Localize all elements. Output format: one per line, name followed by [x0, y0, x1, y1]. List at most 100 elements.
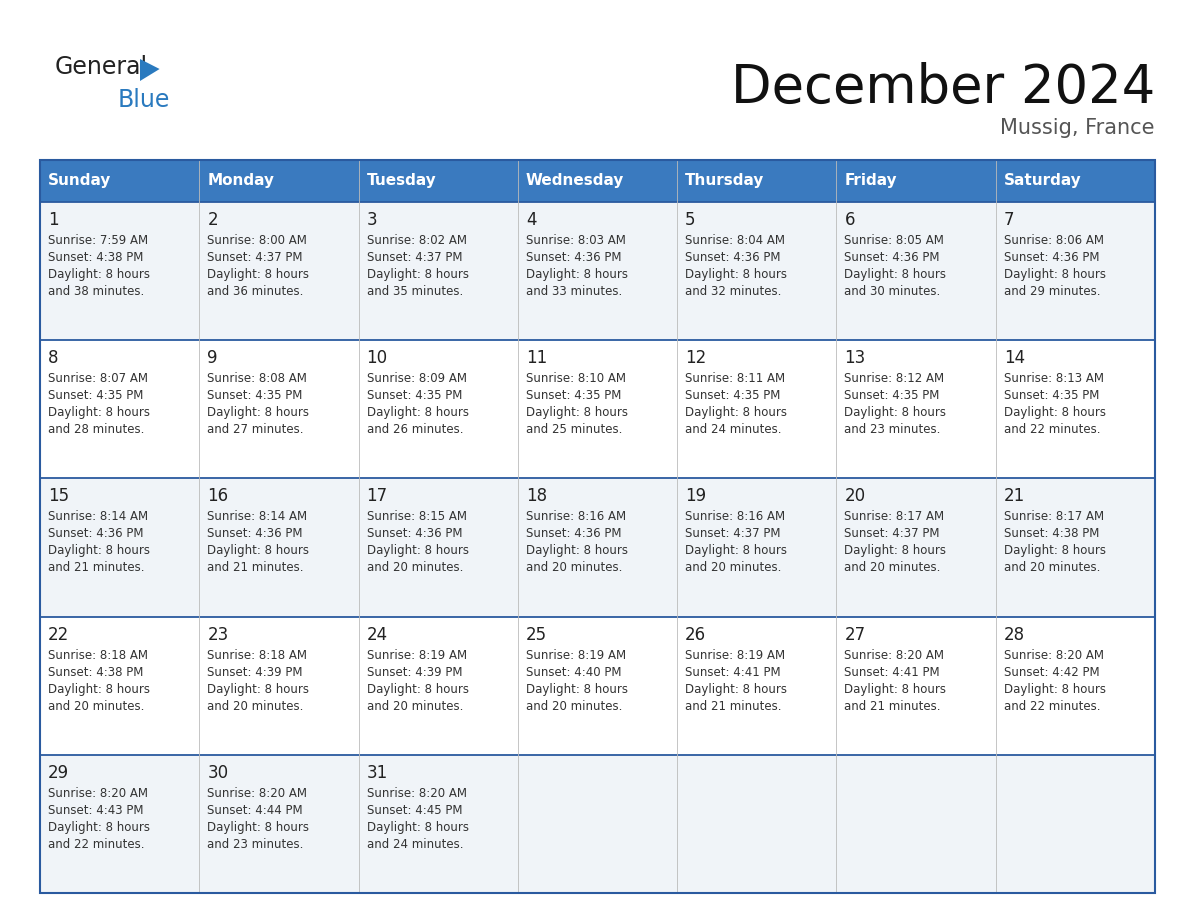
Text: and 33 minutes.: and 33 minutes.	[526, 285, 623, 298]
Text: Sunrise: 8:16 AM: Sunrise: 8:16 AM	[685, 510, 785, 523]
Text: and 20 minutes.: and 20 minutes.	[526, 562, 623, 575]
Bar	[40, 160, 1155, 893]
Text: Sunrise: 8:06 AM: Sunrise: 8:06 AM	[1004, 234, 1104, 247]
Text: Sunset: 4:35 PM: Sunset: 4:35 PM	[48, 389, 144, 402]
Text: Sunset: 4:35 PM: Sunset: 4:35 PM	[526, 389, 621, 402]
Text: Tuesday: Tuesday	[367, 174, 436, 188]
Text: Daylight: 8 hours: Daylight: 8 hours	[526, 268, 627, 281]
Text: Sunrise: 8:20 AM: Sunrise: 8:20 AM	[48, 787, 148, 800]
Text: Daylight: 8 hours: Daylight: 8 hours	[48, 268, 150, 281]
Text: and 22 minutes.: and 22 minutes.	[1004, 423, 1100, 436]
Text: Sunrise: 8:20 AM: Sunrise: 8:20 AM	[367, 787, 467, 800]
Text: 19: 19	[685, 487, 707, 506]
Text: 22: 22	[48, 625, 69, 644]
Text: Sunset: 4:38 PM: Sunset: 4:38 PM	[1004, 528, 1099, 541]
Text: Sunset: 4:36 PM: Sunset: 4:36 PM	[1004, 251, 1099, 264]
Text: and 20 minutes.: and 20 minutes.	[367, 700, 463, 712]
Text: and 20 minutes.: and 20 minutes.	[845, 562, 941, 575]
Polygon shape	[140, 59, 159, 81]
Text: 21: 21	[1004, 487, 1025, 506]
Text: 2: 2	[207, 211, 217, 229]
Text: Sunrise: 8:15 AM: Sunrise: 8:15 AM	[367, 510, 467, 523]
Text: and 20 minutes.: and 20 minutes.	[367, 562, 463, 575]
Text: Daylight: 8 hours: Daylight: 8 hours	[526, 544, 627, 557]
Text: Sunset: 4:37 PM: Sunset: 4:37 PM	[207, 251, 303, 264]
Text: Daylight: 8 hours: Daylight: 8 hours	[367, 821, 468, 834]
Text: Daylight: 8 hours: Daylight: 8 hours	[48, 683, 150, 696]
Text: Sunrise: 8:18 AM: Sunrise: 8:18 AM	[48, 649, 148, 662]
Bar	[836, 160, 996, 202]
Text: and 20 minutes.: and 20 minutes.	[526, 700, 623, 712]
Text: Daylight: 8 hours: Daylight: 8 hours	[526, 683, 627, 696]
Text: and 22 minutes.: and 22 minutes.	[48, 838, 145, 851]
Text: Daylight: 8 hours: Daylight: 8 hours	[1004, 544, 1106, 557]
Text: Daylight: 8 hours: Daylight: 8 hours	[207, 268, 309, 281]
Text: 25: 25	[526, 625, 546, 644]
Text: Friday: Friday	[845, 174, 897, 188]
Text: and 24 minutes.: and 24 minutes.	[685, 423, 782, 436]
Text: Sunset: 4:37 PM: Sunset: 4:37 PM	[685, 528, 781, 541]
Text: Daylight: 8 hours: Daylight: 8 hours	[207, 406, 309, 420]
Text: Sunset: 4:45 PM: Sunset: 4:45 PM	[367, 804, 462, 817]
Text: and 20 minutes.: and 20 minutes.	[48, 700, 145, 712]
Text: and 21 minutes.: and 21 minutes.	[48, 562, 145, 575]
Text: and 21 minutes.: and 21 minutes.	[207, 562, 304, 575]
Text: Sunset: 4:36 PM: Sunset: 4:36 PM	[207, 528, 303, 541]
Text: 20: 20	[845, 487, 866, 506]
Text: Daylight: 8 hours: Daylight: 8 hours	[845, 683, 947, 696]
Text: 5: 5	[685, 211, 696, 229]
Text: Daylight: 8 hours: Daylight: 8 hours	[685, 268, 788, 281]
Text: and 30 minutes.: and 30 minutes.	[845, 285, 941, 298]
Text: Daylight: 8 hours: Daylight: 8 hours	[367, 683, 468, 696]
Text: Sunset: 4:37 PM: Sunset: 4:37 PM	[845, 528, 940, 541]
Text: Sunrise: 8:20 AM: Sunrise: 8:20 AM	[1004, 649, 1104, 662]
Text: and 23 minutes.: and 23 minutes.	[845, 423, 941, 436]
Text: Monday: Monday	[207, 174, 274, 188]
Text: 14: 14	[1004, 349, 1025, 367]
Text: and 21 minutes.: and 21 minutes.	[685, 700, 782, 712]
Text: Daylight: 8 hours: Daylight: 8 hours	[48, 406, 150, 420]
Text: Sunset: 4:36 PM: Sunset: 4:36 PM	[526, 251, 621, 264]
Text: 7: 7	[1004, 211, 1015, 229]
Text: Sunset: 4:35 PM: Sunset: 4:35 PM	[367, 389, 462, 402]
Text: Daylight: 8 hours: Daylight: 8 hours	[1004, 406, 1106, 420]
Text: and 20 minutes.: and 20 minutes.	[207, 700, 304, 712]
Text: 13: 13	[845, 349, 866, 367]
Text: Daylight: 8 hours: Daylight: 8 hours	[845, 544, 947, 557]
Text: Sunset: 4:36 PM: Sunset: 4:36 PM	[367, 528, 462, 541]
Text: Sunrise: 8:13 AM: Sunrise: 8:13 AM	[1004, 372, 1104, 386]
Text: 24: 24	[367, 625, 387, 644]
Bar	[40, 202, 1155, 341]
Text: Sunset: 4:42 PM: Sunset: 4:42 PM	[1004, 666, 1099, 678]
Text: Daylight: 8 hours: Daylight: 8 hours	[685, 544, 788, 557]
Text: and 28 minutes.: and 28 minutes.	[48, 423, 145, 436]
Bar	[996, 160, 1155, 202]
Text: and 26 minutes.: and 26 minutes.	[367, 423, 463, 436]
Text: and 20 minutes.: and 20 minutes.	[1004, 562, 1100, 575]
Text: Sunrise: 8:14 AM: Sunrise: 8:14 AM	[48, 510, 148, 523]
Text: 17: 17	[367, 487, 387, 506]
Text: Sunset: 4:39 PM: Sunset: 4:39 PM	[207, 666, 303, 678]
Text: and 23 minutes.: and 23 minutes.	[207, 838, 304, 851]
Text: 29: 29	[48, 764, 69, 782]
Text: Sunset: 4:41 PM: Sunset: 4:41 PM	[685, 666, 781, 678]
Text: Sunrise: 8:08 AM: Sunrise: 8:08 AM	[207, 372, 308, 386]
Text: and 24 minutes.: and 24 minutes.	[367, 838, 463, 851]
Text: Sunrise: 8:09 AM: Sunrise: 8:09 AM	[367, 372, 467, 386]
Text: and 21 minutes.: and 21 minutes.	[845, 700, 941, 712]
Text: and 27 minutes.: and 27 minutes.	[207, 423, 304, 436]
Text: Sunrise: 8:12 AM: Sunrise: 8:12 AM	[845, 372, 944, 386]
Text: Sunrise: 7:59 AM: Sunrise: 7:59 AM	[48, 234, 148, 247]
Text: Wednesday: Wednesday	[526, 174, 624, 188]
Text: Sunrise: 8:17 AM: Sunrise: 8:17 AM	[845, 510, 944, 523]
Text: 16: 16	[207, 487, 228, 506]
Text: and 38 minutes.: and 38 minutes.	[48, 285, 144, 298]
Text: Daylight: 8 hours: Daylight: 8 hours	[685, 683, 788, 696]
Bar	[40, 160, 200, 202]
Text: Sunset: 4:39 PM: Sunset: 4:39 PM	[367, 666, 462, 678]
Text: Daylight: 8 hours: Daylight: 8 hours	[1004, 683, 1106, 696]
Text: Sunset: 4:35 PM: Sunset: 4:35 PM	[207, 389, 303, 402]
Text: Daylight: 8 hours: Daylight: 8 hours	[367, 544, 468, 557]
Text: 15: 15	[48, 487, 69, 506]
Text: Sunrise: 8:20 AM: Sunrise: 8:20 AM	[207, 787, 308, 800]
